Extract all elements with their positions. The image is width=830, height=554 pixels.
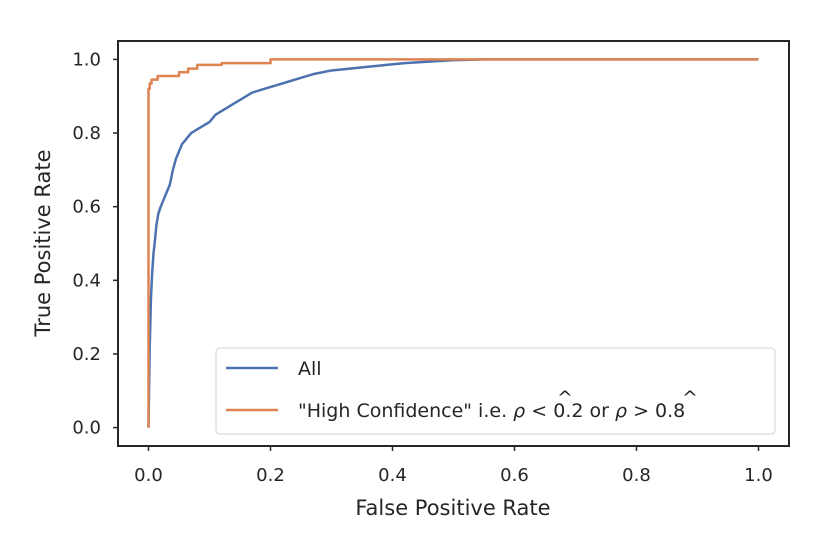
series-layer [147, 58, 759, 428]
legend-rho-2: ρ [615, 400, 627, 422]
x-tick-label: 0.0 [134, 465, 163, 486]
legend-gt-part: > 0.8 [633, 400, 685, 422]
y-tick-label: 0.4 [72, 270, 101, 291]
x-tick-label: 1.0 [744, 465, 773, 486]
y-tick-label: 0.6 [72, 197, 101, 218]
x-axis-ticks: 0.0 0.2 0.4 0.6 0.8 1.0 [134, 446, 773, 486]
x-tick-label: 0.8 [622, 465, 651, 486]
legend-label-high-confidence: "High Confidence" i.e. ρ < 0.2 or ρ > 0.… [298, 400, 685, 422]
series-line-all [147, 58, 759, 428]
legend: All "High Confidence" i.e. ρ < 0.2 or ρ … [215, 347, 776, 435]
x-tick-label: 0.2 [256, 465, 285, 486]
legend-hat-2: ^ [682, 387, 698, 409]
y-tick-label: 0.0 [72, 418, 101, 439]
y-tick-label: 0.2 [72, 344, 101, 365]
legend-label-all: All [298, 358, 322, 380]
y-tick-label: 0.8 [72, 123, 101, 144]
legend-lt-part: < 0.2 or [531, 400, 615, 422]
series-line-high-confidence [147, 58, 759, 428]
plot-frame [117, 40, 790, 447]
x-tick-label: 0.4 [378, 465, 407, 486]
x-tick-label: 0.6 [500, 465, 529, 486]
x-axis-label: False Positive Rate [355, 496, 550, 520]
y-axis-label: True Positive Rate [31, 149, 55, 337]
legend-hat-1: ^ [557, 387, 573, 409]
y-axis-ticks: 0.0 0.2 0.4 0.6 0.8 1.0 [72, 49, 118, 439]
legend-rho-1: ρ [513, 400, 525, 422]
y-tick-label: 1.0 [72, 49, 101, 70]
legend-box [215, 347, 776, 435]
legend-prefix: "High Confidence" i.e. [298, 400, 513, 422]
